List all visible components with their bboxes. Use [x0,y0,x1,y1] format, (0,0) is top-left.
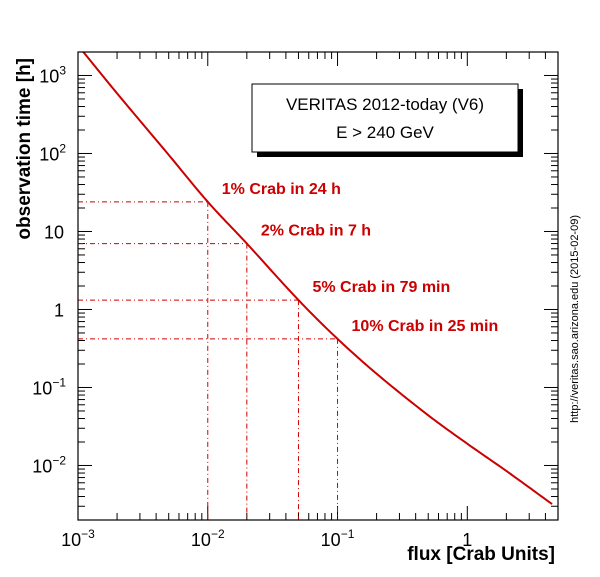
info-box-line-1: VERITAS 2012-today (V6) [286,95,484,114]
y-tick-label: 102 [39,141,66,164]
axis-ticks [77,51,559,521]
x-axis-title: flux [Crab Units] [407,544,555,565]
x-tick-label: 10−1 [321,527,355,550]
y-tick-labels: 10−2 10−1 1 10 102 103 [32,63,66,476]
y-tick-label: 1 [54,300,64,320]
annotation-label: 2% Crab in 7 h [261,223,371,240]
annotations: 1% Crab in 24 h 2% Crab in 7 h 5% Crab in … [222,181,498,335]
info-box: VERITAS 2012-today (V6) E > 240 GeV [251,83,523,157]
y-tick-label: 10 [44,222,64,242]
y-tick-label: 103 [39,63,66,86]
annotation-guides [78,201,339,520]
y-tick-label: 10−1 [32,375,66,398]
info-box-line-2: E > 240 GeV [336,123,434,142]
plot-frame [77,51,559,521]
x-tick-labels: 10−3 10−2 10−1 1 [61,527,472,550]
annotation-label: 5% Crab in 79 min [312,279,450,296]
annotation-label: 1% Crab in 24 h [222,181,341,198]
x-tick-label: 1 [462,530,472,550]
sensitivity-curve [82,51,553,505]
side-note: http://veritas.sao.arizona.edu (2015-02-… [569,215,581,423]
y-axis-title: observation time [h] [14,58,35,240]
x-tick-label: 10−3 [61,527,95,550]
x-tick-label: 10−2 [191,527,225,550]
annotation-label: 10% Crab in 25 min [352,318,499,335]
y-tick-label: 10−2 [32,453,66,476]
